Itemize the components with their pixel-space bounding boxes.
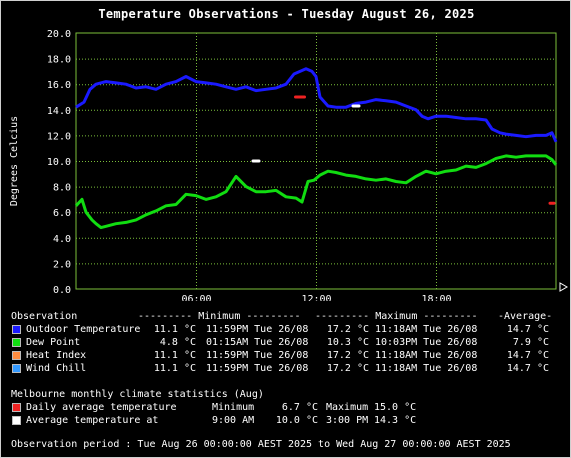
obs-row-max-time: 11:18AM Tue 26/08 [375, 363, 478, 374]
axis-ticks: 0.0 2.0 4.0 6.0 8.0 10.0 12.0 14.0 16.0 18.0 20.0 0… [47, 29, 452, 301]
chart-title: Temperature Observations - Tuesday Augus… [98, 7, 475, 21]
y-tick-label: 16.0 [47, 80, 71, 91]
obs-row-max: 17.2 °C [326, 363, 369, 374]
y-tick-label: 2.0 [53, 259, 71, 270]
y-tick-label: 20.0 [47, 29, 71, 40]
obs-row-min: 11.1 °C [153, 350, 196, 361]
obs-header-label: Observation [11, 311, 78, 322]
obs-row-min: 11.1 °C [153, 324, 196, 335]
x-tick-label: 06:00 [181, 294, 211, 301]
legend-swatch-icon [12, 364, 21, 373]
climate-markers [251, 95, 556, 205]
obs-row-min: 4.8 °C [159, 337, 196, 348]
obs-header-average: -Average- [498, 311, 553, 322]
y-tick-label: 14.0 [47, 106, 71, 117]
y-tick-label: 12.0 [47, 131, 71, 142]
obs-row-label: Wind Chill [26, 363, 87, 374]
obs-row-max-time: 10:03PM Tue 26/08 [375, 337, 478, 348]
climate-swatch-icon [12, 416, 21, 425]
y-tick-label: 8.0 [53, 183, 71, 194]
climate-row-val2: 15.0 °C [374, 402, 417, 413]
obs-row-label: Heat Index [26, 350, 87, 361]
climate-row-col1: Minimum [212, 402, 255, 413]
obs-row-avg: 14.7 °C [506, 324, 549, 335]
obs-row-avg: 14.7 °C [506, 350, 549, 361]
x-axis-arrow-icon [559, 282, 569, 292]
climate-row-col2: Maximum [326, 402, 369, 413]
x-tick-label: 12:00 [301, 294, 331, 301]
climate-row-val1: 10.0 °C [275, 415, 318, 426]
climate-row-val1: 6.7 °C [281, 402, 318, 413]
climate-row-label: Average temperature at [26, 415, 159, 426]
legend-swatch-icon [12, 325, 21, 334]
obs-row-min-time: 11:59PM Tue 26/08 [206, 350, 309, 361]
obs-header-maximum: --------- Maximum --------- [315, 311, 478, 322]
series-lines [74, 67, 558, 230]
climate-swatch-icon [12, 403, 21, 412]
climate-title: Melbourne monthly climate statistics (Au… [11, 389, 264, 400]
legend-swatch-icon [12, 338, 21, 347]
obs-row-min-time: 11:59PM Tue 26/08 [206, 363, 309, 374]
climate-row-col1: 9:00 AM [212, 415, 255, 426]
obs-row-max-time: 11:18AM Tue 26/08 [375, 350, 478, 361]
obs-row-max: 17.2 °C [326, 324, 369, 335]
obs-row-avg: 7.9 °C [512, 337, 549, 348]
obs-row-min: 11.1 °C [153, 363, 196, 374]
y-tick-label: 4.0 [53, 234, 71, 245]
y-tick-label: 0.0 [53, 285, 71, 296]
y-tick-label: 6.0 [53, 208, 71, 219]
y-tick-label: 18.0 [47, 55, 71, 66]
x-tick-label: 18:00 [421, 294, 451, 301]
legend-swatch-icon [12, 351, 21, 360]
climate-row-col2: 3:00 PM [326, 415, 369, 426]
obs-row-label: Dew Point [26, 337, 81, 348]
y-tick-label: 10.0 [47, 157, 71, 168]
obs-row-label: Outdoor Temperature [26, 324, 141, 335]
climate-row-val2: 14.3 °C [374, 415, 417, 426]
plot-area: 0.0 2.0 4.0 6.0 8.0 10.0 12.0 14.0 16.0 18.0 20.0 0… [9, 29, 569, 301]
obs-row-max: 17.2 °C [326, 350, 369, 361]
obs-row-min-time: 11:59PM Tue 26/08 [206, 324, 309, 335]
series-line-dew-point [74, 154, 558, 230]
obs-header-minimum: --------- Minimum --------- [138, 311, 301, 322]
observation-period: Observation period : Tue Aug 26 00:00:00… [11, 439, 511, 450]
obs-row-max-time: 11:18AM Tue 26/08 [375, 324, 478, 335]
climate-row-label: Daily average temperature [26, 402, 177, 413]
y-axis-label: Degrees Celcius [9, 116, 20, 206]
obs-row-avg: 14.7 °C [506, 363, 549, 374]
obs-row-min-time: 01:15AM Tue 26/08 [206, 337, 309, 348]
series-line-outdoor-temperature [75, 67, 558, 143]
obs-row-max: 10.3 °C [326, 337, 369, 348]
